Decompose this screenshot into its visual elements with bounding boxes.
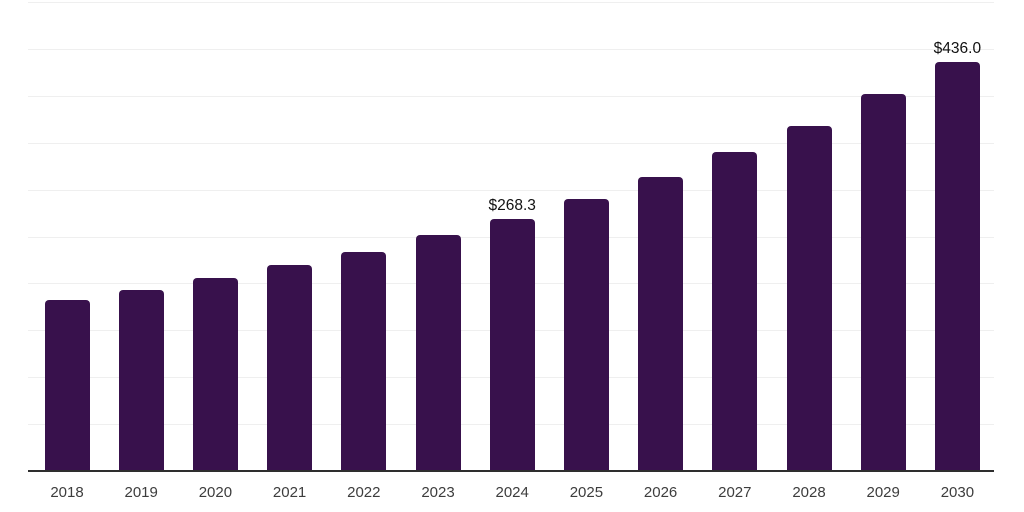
gridline <box>28 142 994 144</box>
bar-2024 <box>489 219 535 471</box>
x-tick-2022: 2022 <box>347 484 381 501</box>
bar-2026 <box>638 176 684 471</box>
data-label-2030: $436.0 <box>933 40 982 58</box>
x-tick-2028: 2028 <box>792 484 826 501</box>
data-label-2024: $268.3 <box>488 197 536 215</box>
bar-2022 <box>341 251 387 471</box>
bar-2027 <box>712 152 758 471</box>
bar-2029 <box>860 94 906 471</box>
x-tick-2021: 2021 <box>272 484 307 501</box>
x-tick-2030: 2030 <box>940 484 975 501</box>
bar-2023 <box>415 235 461 471</box>
gridline <box>28 189 994 191</box>
bar-2021 <box>267 265 313 471</box>
x-tick-2018: 2018 <box>50 484 84 501</box>
gridline <box>28 48 994 50</box>
bar-2019 <box>118 289 164 471</box>
x-tick-2026: 2026 <box>643 484 678 501</box>
bar-2020 <box>192 277 238 471</box>
x-tick-2029: 2029 <box>866 484 900 501</box>
x-tick-2020: 2020 <box>198 484 233 501</box>
gridline <box>28 95 994 97</box>
gridline <box>28 2 994 3</box>
x-tick-2019: 2019 <box>124 484 158 501</box>
bar-2028 <box>786 126 832 471</box>
x-axis-line <box>28 470 994 472</box>
x-tick-2023: 2023 <box>421 484 455 501</box>
x-tick-2024: 2024 <box>495 484 529 501</box>
x-tick-2027: 2027 <box>718 484 752 501</box>
bar-2018 <box>44 299 90 471</box>
bar-2025 <box>563 198 609 471</box>
x-tick-2025: 2025 <box>569 484 604 501</box>
bar-2030 <box>934 62 980 471</box>
